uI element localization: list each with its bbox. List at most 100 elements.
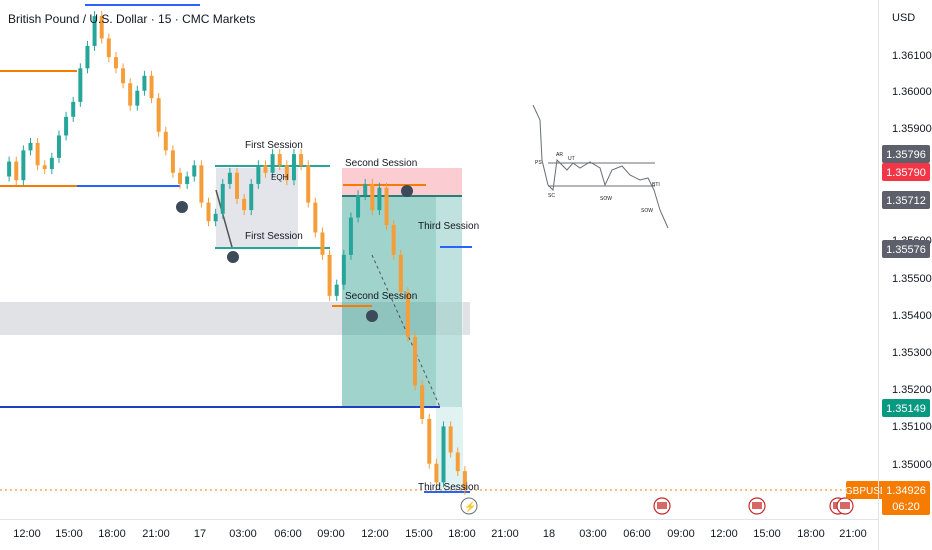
candle-body — [356, 195, 361, 218]
flash-icon-glyph: ⚡ — [464, 500, 476, 513]
candle-body — [220, 183, 225, 214]
target-zone-right — [436, 196, 463, 407]
time-tick-label: 15:00 — [405, 528, 433, 540]
candle-body — [163, 131, 168, 151]
third-session-label-top: Third Session — [418, 221, 479, 232]
time-tick-label: 09:00 — [317, 528, 345, 540]
price-tick-label: 1.35500 — [892, 273, 932, 285]
schematic-label: PS — [535, 160, 542, 166]
time-tick-label: 12:00 — [710, 528, 738, 540]
candle-body — [363, 183, 368, 196]
current-price-value: 1.34926 — [886, 485, 926, 497]
candle-body — [235, 172, 239, 199]
candle-body — [291, 154, 296, 181]
time-axis-separator — [0, 519, 878, 520]
candle-body — [142, 75, 147, 91]
symbol-label: GBPUSD — [845, 486, 887, 497]
candle-body — [64, 116, 69, 136]
price-label-bg — [882, 163, 930, 181]
candle-body — [320, 232, 325, 255]
time-tick-label: 18:00 — [98, 528, 126, 540]
candle-body — [35, 142, 40, 166]
flash-icon[interactable] — [460, 497, 478, 515]
price-tick-label: 1.35300 — [892, 347, 932, 359]
candle-body — [434, 463, 439, 483]
current-price-bg — [882, 481, 930, 515]
time-tick-label: 18:00 — [448, 528, 476, 540]
candle-body — [128, 83, 133, 106]
price-tick-label: 1.36000 — [892, 86, 932, 98]
candle-body — [277, 154, 282, 166]
time-tick-label: 21:00 — [839, 528, 867, 540]
time-tick-label: 12:00 — [361, 528, 389, 540]
candle-body — [341, 254, 346, 285]
swing-point-marker — [176, 201, 188, 213]
price-label: 1.35712 — [886, 195, 926, 207]
swing-point-marker — [366, 310, 378, 322]
symbol-label-bg — [846, 481, 886, 499]
first-session-label-top: First Session — [245, 140, 303, 151]
time-tick-label: 18 — [543, 528, 555, 540]
schematic-label: SOW — [641, 208, 653, 214]
candle-body — [7, 161, 12, 177]
schematic-label: UT — [568, 156, 575, 162]
candle-body — [284, 165, 289, 181]
candle-body — [413, 336, 418, 386]
candle-body — [28, 142, 33, 151]
chart-title: British Pound / U.S. Dollar · 15 · CMC M… — [8, 12, 256, 26]
candle-body — [427, 418, 432, 464]
first-session-slant — [215, 189, 233, 248]
candle-body — [455, 452, 460, 472]
time-tick-label: 12:00 — [13, 528, 41, 540]
eqh-label: EQH — [271, 173, 289, 182]
schematic-label: BTI — [652, 182, 660, 188]
candle-body — [113, 57, 118, 69]
candle-countdown: 06:20 — [892, 501, 920, 513]
event-flag-fill — [840, 502, 850, 509]
candle-body — [192, 165, 197, 177]
event-flag-fill — [752, 502, 762, 509]
time-tick-label: 15:00 — [55, 528, 83, 540]
candle-body — [299, 154, 304, 166]
price-label-bg — [882, 399, 930, 417]
schematic-label: AR — [556, 152, 563, 158]
price-tick-label: 1.35000 — [892, 459, 932, 471]
candle-body — [21, 150, 26, 181]
gray-zone — [0, 302, 470, 335]
candle-body — [306, 165, 311, 203]
candle-body — [384, 187, 389, 225]
target-zone — [342, 196, 462, 407]
time-tick-label: 06:00 — [274, 528, 302, 540]
candle-body — [149, 75, 154, 99]
candle-body — [213, 213, 218, 222]
candle-body — [206, 202, 211, 222]
price-label-bg — [882, 191, 930, 209]
candle-body — [99, 16, 104, 39]
candle-body — [14, 161, 19, 181]
swing-point-marker — [401, 185, 413, 197]
candle-body — [56, 135, 61, 158]
price-label: 1.35796 — [886, 149, 926, 161]
time-tick-label: 06:00 — [623, 528, 651, 540]
candle-body — [42, 165, 47, 170]
candle-body — [313, 202, 318, 233]
candle-body — [420, 385, 425, 419]
candle-body — [256, 165, 261, 184]
second-session-label-top: Second Session — [345, 158, 417, 169]
price-label-bg — [882, 145, 930, 163]
candle-body — [370, 183, 375, 211]
candle-body — [49, 157, 54, 170]
price-axis-separator — [878, 0, 879, 550]
currency-label[interactable]: USD — [892, 12, 916, 24]
candle-body — [156, 98, 161, 132]
candle-body — [391, 224, 396, 255]
candle-body — [106, 38, 111, 58]
candle-body — [398, 254, 403, 293]
time-tick-label: 03:00 — [229, 528, 257, 540]
time-tick-label: 09:00 — [667, 528, 695, 540]
projection-dashed — [371, 254, 441, 408]
candle-body — [185, 176, 190, 184]
candle-body — [405, 292, 410, 337]
candle-body — [377, 187, 382, 211]
